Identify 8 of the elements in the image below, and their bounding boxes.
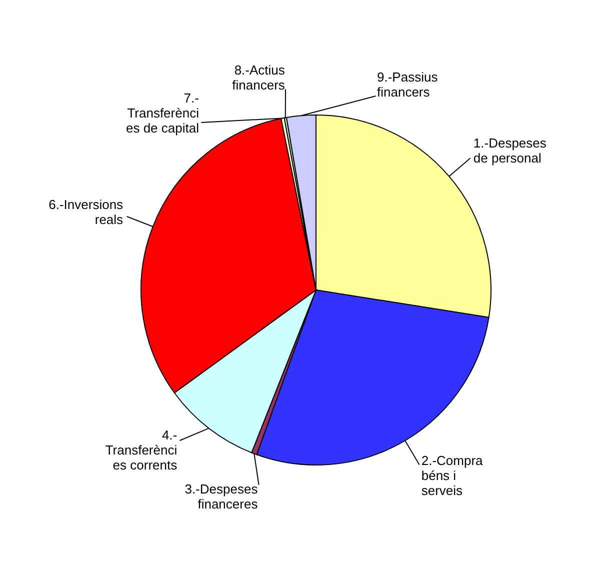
slice-label: 3.-Despeses financeres xyxy=(184,481,258,512)
slice-label: 7.- Transferènci es de capital xyxy=(126,90,200,136)
slice-label: 1.-Despeses de personal xyxy=(473,135,547,166)
slice-label: 8.-Actius financers xyxy=(232,62,286,92)
slice-label: 6.-Inversions reals xyxy=(48,197,124,228)
slice-label: 9.-Passius financers xyxy=(377,70,438,100)
slice-label: 2.-Compra béns i serveis xyxy=(421,453,484,498)
slice-label: 4.- Transferènci es corrents xyxy=(105,427,178,472)
